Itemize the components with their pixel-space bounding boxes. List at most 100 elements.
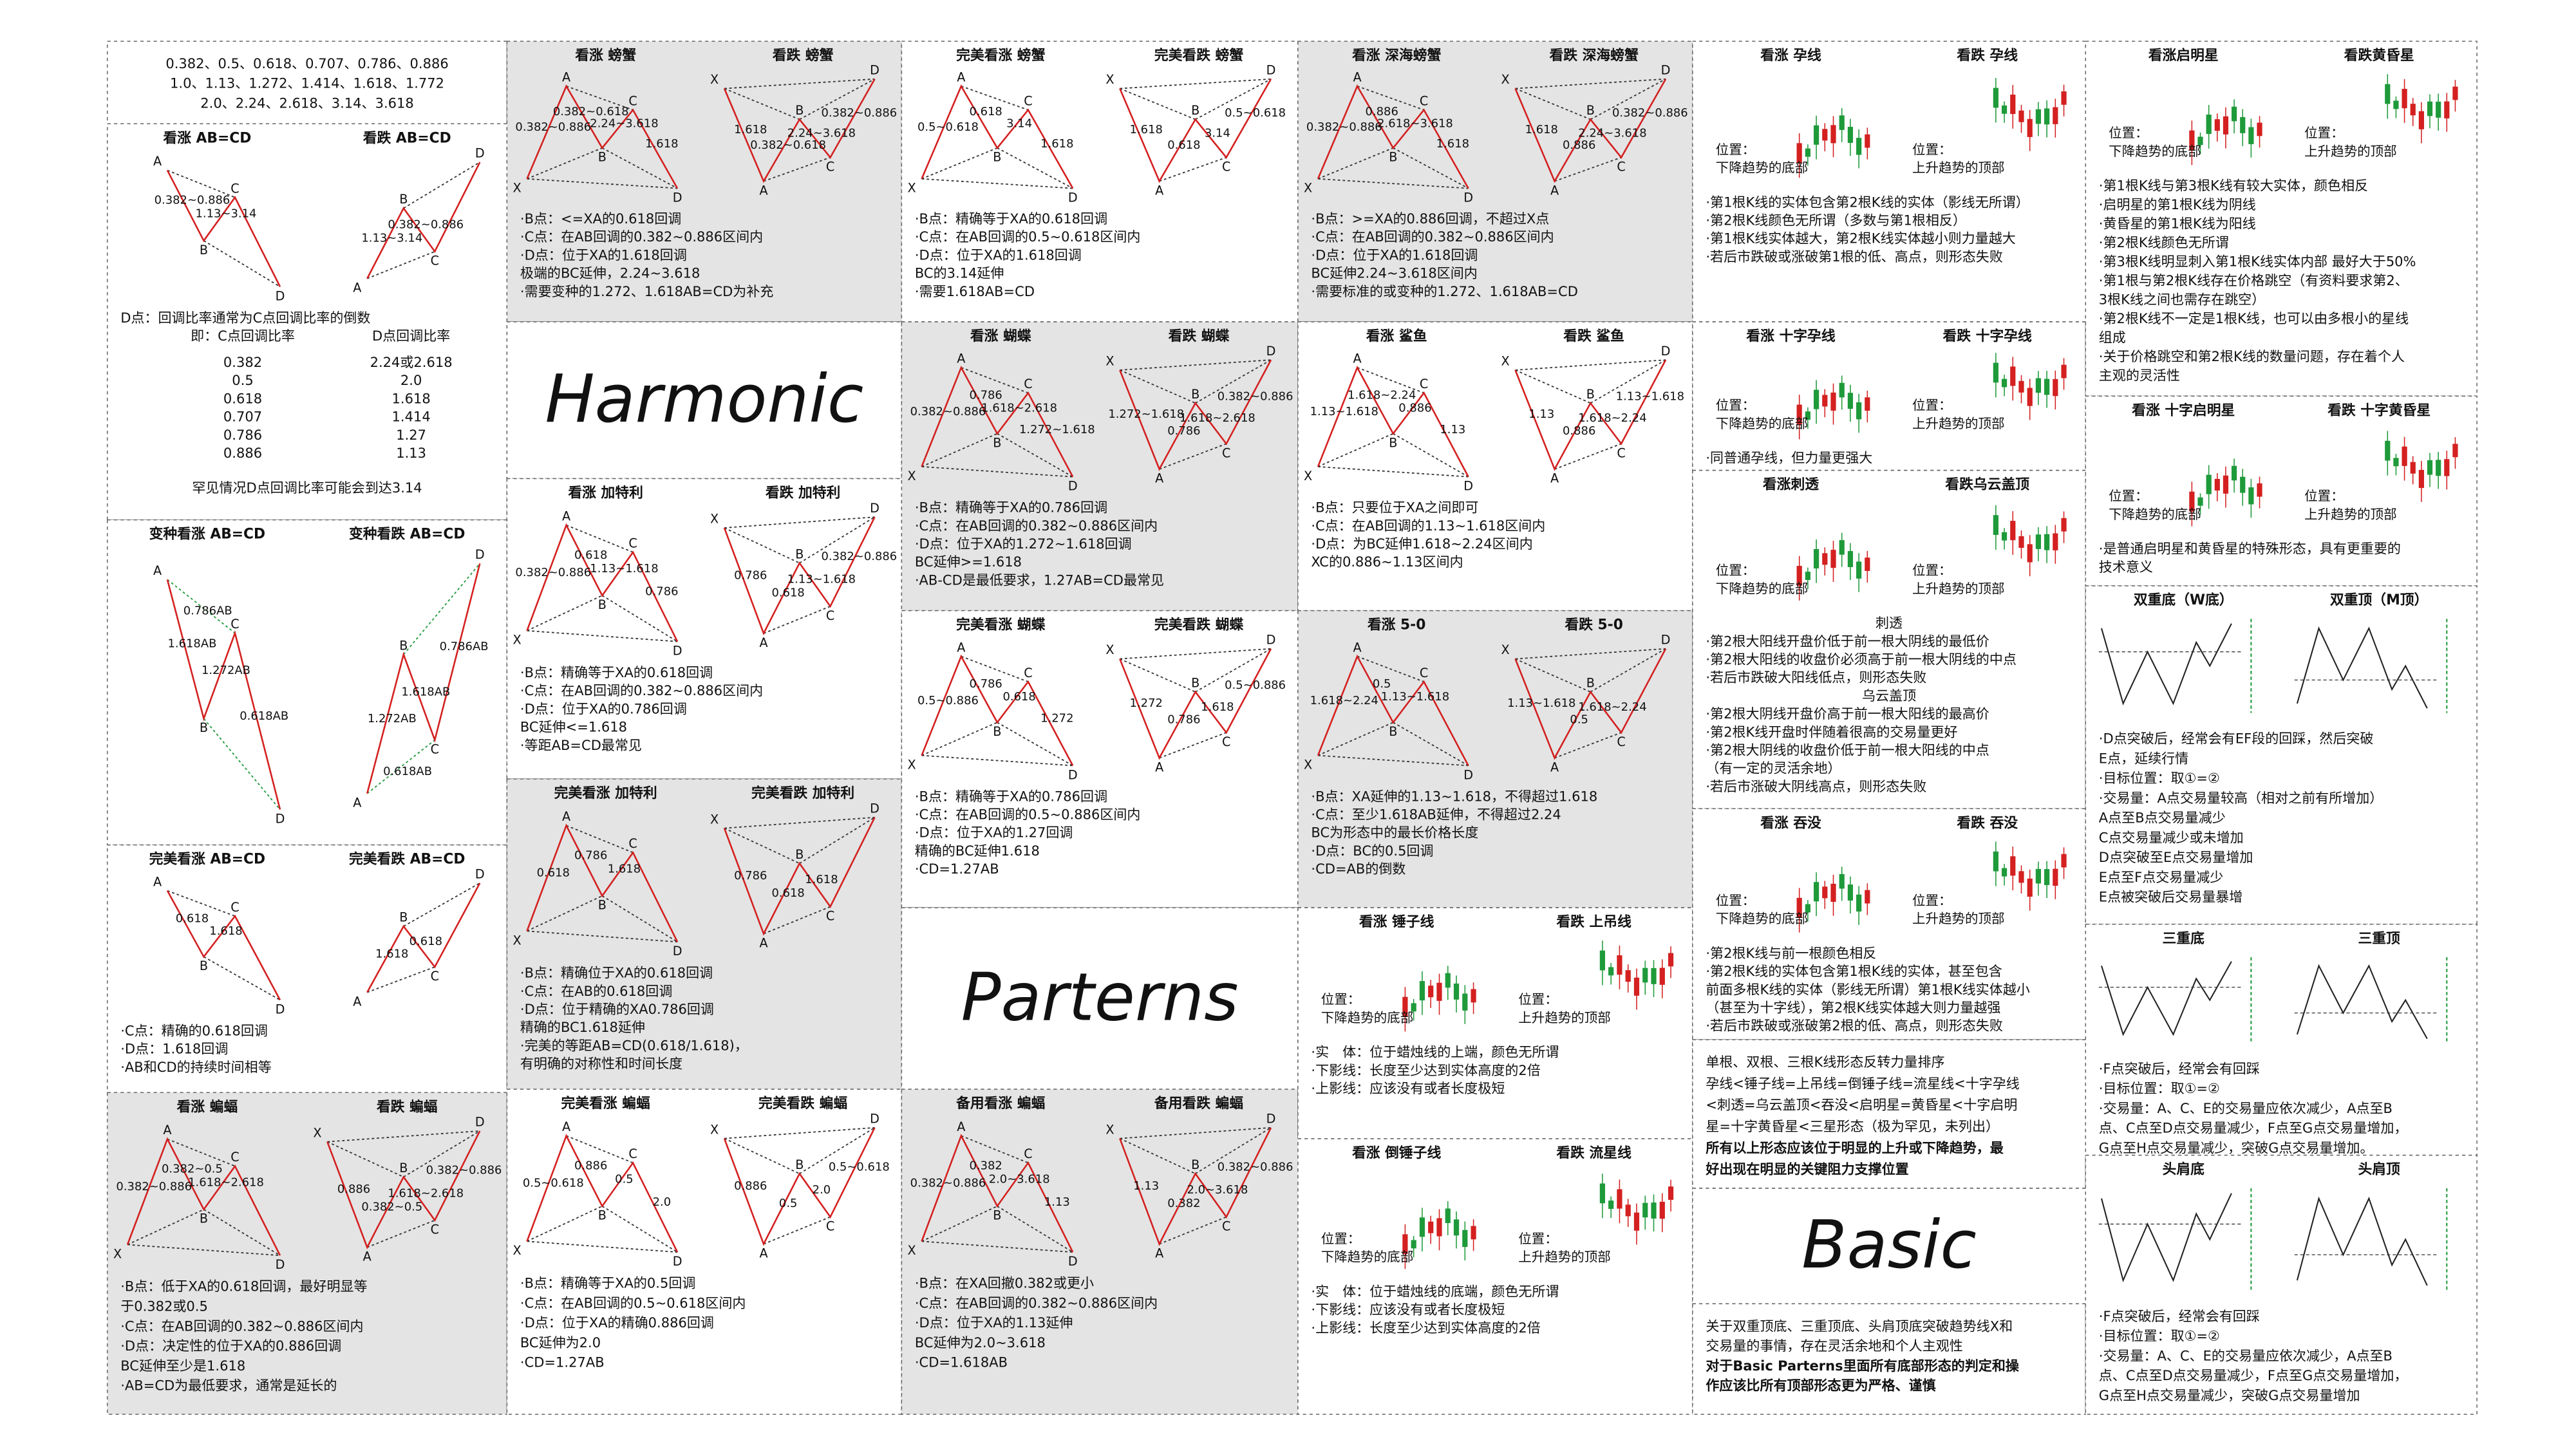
pattern-caption: 看涨刺透 bbox=[1763, 477, 1819, 493]
point-label: X bbox=[908, 757, 916, 772]
position-label: 位置： bbox=[1518, 992, 1558, 1007]
description-line: ·第2根K线不一定是1根K线，也可以由多根小的星线 bbox=[2099, 310, 2409, 326]
candle-body bbox=[1668, 1186, 1674, 1200]
point-label: D bbox=[870, 501, 879, 516]
candle-body bbox=[2240, 476, 2246, 493]
panel bbox=[106, 519, 508, 846]
candle-body bbox=[2018, 536, 2024, 548]
candle-body bbox=[2418, 111, 2424, 129]
description-line: BC延伸<=1.618 bbox=[520, 719, 627, 735]
point-label: C bbox=[826, 908, 834, 923]
ratio-guide bbox=[601, 147, 678, 189]
candle-body bbox=[2257, 122, 2262, 136]
point-label: A bbox=[1353, 640, 1361, 655]
pattern-caption: 看涨 孕线 bbox=[1760, 47, 1821, 64]
pattern-caption: 头肩底 bbox=[2163, 1161, 2205, 1178]
table-cell: 0.786 bbox=[223, 427, 262, 443]
candle-body bbox=[2393, 458, 2399, 467]
candle-body bbox=[1796, 143, 1802, 164]
candle-body bbox=[2214, 119, 2220, 131]
point-label: A bbox=[957, 351, 965, 366]
position-label: 上升趋势的顶部 bbox=[1912, 581, 2005, 596]
description-line: ·C点：在AB回调的0.5~0.618区间内 bbox=[520, 1295, 746, 1311]
candle-body bbox=[1805, 904, 1810, 913]
pattern-caption: 完美看涨 蝙蝠 bbox=[561, 1095, 650, 1112]
candle-body bbox=[2197, 497, 2203, 506]
point-label: A bbox=[353, 281, 361, 295]
ratio-label: 0.786 bbox=[969, 389, 1002, 402]
point-label: C bbox=[1617, 734, 1625, 749]
pattern-line bbox=[526, 84, 679, 189]
point-label: B bbox=[993, 724, 1001, 739]
ratio-guide bbox=[366, 250, 435, 279]
panel bbox=[106, 41, 508, 125]
panel bbox=[2085, 1154, 2477, 1415]
pattern-caption: 看跌 十字黄昏星 bbox=[2327, 402, 2430, 418]
point-label: C bbox=[1222, 734, 1230, 749]
candle-body bbox=[1805, 148, 1810, 157]
ratio-label: 0.382~0.886 bbox=[388, 218, 464, 231]
candle-body bbox=[1839, 382, 1845, 398]
pattern-caption: 头肩顶 bbox=[2358, 1161, 2400, 1178]
candle-body bbox=[1796, 566, 1802, 586]
pattern-caption: 看涨 鲨鱼 bbox=[1366, 328, 1427, 344]
pattern-line bbox=[1514, 359, 1667, 471]
description-line: ·F点突破后，经常会有回踩 bbox=[2099, 1060, 2260, 1076]
ratio-label: 2.24~3.618 bbox=[787, 126, 856, 140]
point-label: X bbox=[710, 1122, 719, 1137]
candle-body bbox=[1847, 393, 1854, 409]
ratio-label: 0.618 bbox=[969, 105, 1002, 118]
candle-body bbox=[1625, 970, 1631, 982]
point-label: X bbox=[908, 181, 916, 196]
candle-body bbox=[2044, 108, 2050, 125]
ratio-label: 1.272~1.618 bbox=[1108, 407, 1184, 421]
candle-body bbox=[1865, 557, 1870, 571]
ratio-label: 0.382~0.886 bbox=[426, 1164, 502, 1177]
position-label: 位置： bbox=[1321, 1231, 1361, 1246]
candle-body bbox=[1830, 392, 1836, 411]
candle-body bbox=[2035, 868, 2042, 884]
description-line: 关于双重顶底、三重顶底、头肩顶底突破趋势线X和 bbox=[1706, 1318, 2013, 1334]
ratio-guide bbox=[527, 147, 603, 180]
ratio-guide bbox=[1317, 178, 1469, 189]
point-label: X bbox=[1304, 469, 1312, 483]
description-line: ·C点：在AB的0.618回调 bbox=[520, 983, 672, 999]
ratio-guide bbox=[527, 1240, 678, 1253]
point-label: D bbox=[276, 811, 285, 826]
ratio-label: 1.272~1.618 bbox=[1019, 423, 1095, 436]
description-line: ·F点突破后，经常会有回踩 bbox=[2099, 1308, 2260, 1324]
candle-body bbox=[1651, 968, 1657, 984]
ratio-label: 0.786 bbox=[1167, 713, 1200, 727]
candle-body bbox=[1865, 397, 1870, 411]
ratio-guide bbox=[1357, 85, 1424, 111]
panel bbox=[1297, 1138, 1693, 1415]
panel bbox=[901, 1089, 1299, 1415]
ratio-label: 1.272AB bbox=[368, 712, 417, 725]
candle-body bbox=[1599, 950, 1605, 971]
description-line: G点至H点交易量减少，突破G点交易量增加 bbox=[2099, 1387, 2360, 1403]
point-label: C bbox=[628, 1146, 637, 1161]
pattern-line bbox=[366, 563, 481, 794]
ratio-guide bbox=[1159, 1216, 1227, 1245]
description-line: （有一定的灵活余地） bbox=[1706, 760, 1841, 776]
point-label: C bbox=[826, 1219, 834, 1233]
candle-body bbox=[1445, 1208, 1451, 1224]
ratio-label: 1.13 bbox=[1528, 407, 1554, 421]
description-line: ·启明星的第1根K线为阴线 bbox=[2099, 196, 2256, 212]
ratio-guide bbox=[527, 595, 603, 631]
candle-body bbox=[1830, 550, 1836, 568]
ratio-guide bbox=[1317, 722, 1394, 756]
ratio-label: 1.272 bbox=[1040, 712, 1073, 725]
pattern-line bbox=[1119, 1127, 1272, 1246]
candle-body bbox=[2444, 459, 2450, 476]
candle-body bbox=[1813, 125, 1819, 145]
point-label: X bbox=[513, 933, 522, 948]
point-label: A bbox=[562, 809, 570, 824]
position-label: 上升趋势的顶部 bbox=[1518, 1249, 1611, 1265]
candle-body bbox=[1993, 515, 1998, 535]
price-path bbox=[2296, 626, 2428, 709]
pattern-line bbox=[921, 1134, 1074, 1253]
candle-body bbox=[1633, 1212, 1640, 1231]
point-label: C bbox=[1617, 445, 1625, 460]
description-line: ·第1根K线的实体包含第2根K线的实体（影线无所谓） bbox=[1706, 194, 2029, 210]
